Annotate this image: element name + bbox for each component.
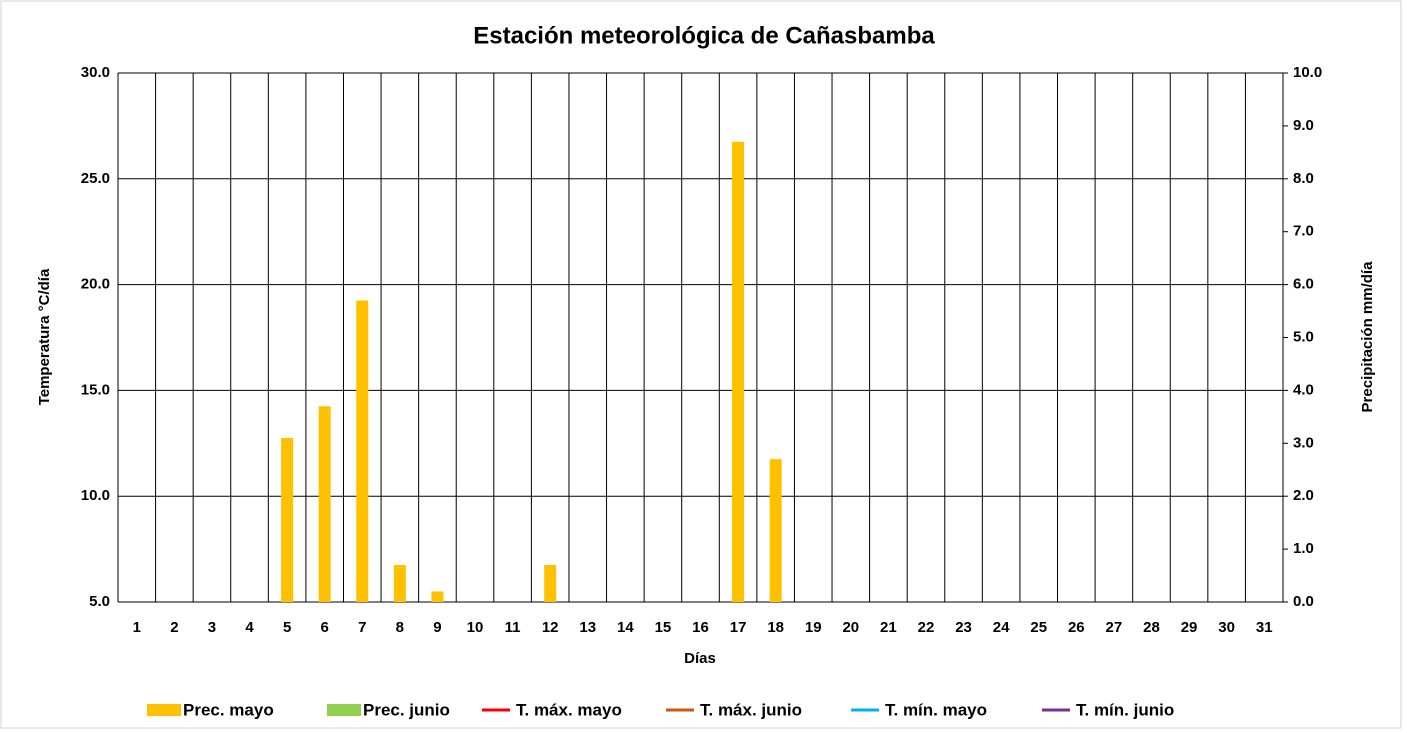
legend-label: Prec. junio (363, 700, 450, 719)
legend-swatch (147, 704, 181, 716)
bar (393, 564, 406, 602)
x-tick-label: 17 (730, 619, 747, 636)
x-tick-label: 13 (579, 619, 596, 636)
y2-tick-label: 7.0 (1293, 223, 1314, 240)
x-tick-label: 5 (283, 619, 291, 636)
x-tick-label: 2 (170, 619, 178, 636)
x-tick-label: 19 (805, 619, 822, 636)
x-tick-label: 27 (1106, 619, 1123, 636)
y2-tick-label: 6.0 (1293, 276, 1314, 293)
y2-tick-label: 0.0 (1293, 593, 1314, 610)
x-axis-label: Días (684, 650, 716, 667)
legend-label: T. máx. mayo (516, 700, 622, 719)
legend-swatch (327, 704, 361, 716)
y2-tick-label: 8.0 (1293, 170, 1314, 187)
y-tick-label: 25.0 (81, 170, 110, 187)
bar (281, 438, 294, 602)
x-tick-label: 3 (208, 619, 216, 636)
x-tick-label: 31 (1256, 619, 1273, 636)
legend-label: Prec. mayo (183, 700, 274, 719)
x-tick-label: 7 (358, 619, 366, 636)
x-tick-label: 23 (955, 619, 972, 636)
chart-title: Estación meteorológica de Cañasbamba (473, 22, 935, 49)
bar (318, 406, 331, 602)
x-tick-label: 26 (1068, 619, 1085, 636)
legend-label: T. mín. mayo (885, 700, 987, 719)
x-tick-label: 4 (245, 619, 254, 636)
x-tick-label: 10 (467, 619, 484, 636)
x-tick-label: 24 (993, 619, 1010, 636)
y2-tick-label: 3.0 (1293, 434, 1314, 451)
x-tick-label: 14 (617, 619, 634, 636)
y-tick-label: 20.0 (81, 276, 110, 293)
y-tick-label: 30.0 (81, 64, 110, 81)
legend-label: T. mín. junio (1076, 700, 1174, 719)
x-tick-label: 15 (655, 619, 672, 636)
bar (356, 300, 369, 602)
x-tick-label: 6 (321, 619, 329, 636)
x-tick-label: 8 (396, 619, 404, 636)
bar (544, 564, 557, 602)
y-tick-label: 5.0 (89, 593, 110, 610)
x-tick-label: 16 (692, 619, 709, 636)
y-tick-label: 10.0 (81, 487, 110, 504)
y2-tick-label: 10.0 (1293, 64, 1322, 81)
x-tick-label: 1 (133, 619, 141, 636)
y2-tick-label: 4.0 (1293, 381, 1314, 398)
x-tick-label: 25 (1030, 619, 1047, 636)
x-tick-label: 29 (1181, 619, 1198, 636)
x-tick-label: 21 (880, 619, 897, 636)
x-tick-label: 30 (1218, 619, 1235, 636)
y2-tick-label: 2.0 (1293, 487, 1314, 504)
y2-tick-label: 1.0 (1293, 540, 1314, 557)
y2-tick-label: 5.0 (1293, 328, 1314, 345)
y-tick-label: 15.0 (81, 381, 110, 398)
y2-tick-label: 9.0 (1293, 117, 1314, 134)
legend-label: T. máx. junio (700, 700, 802, 719)
bar (732, 141, 745, 602)
x-tick-label: 28 (1143, 619, 1160, 636)
x-tick-label: 9 (433, 619, 441, 636)
bar (769, 459, 782, 602)
x-tick-label: 20 (842, 619, 859, 636)
x-tick-label: 22 (918, 619, 935, 636)
x-tick-label: 11 (505, 619, 521, 636)
x-tick-label: 12 (542, 619, 559, 636)
x-tick-label: 18 (767, 619, 784, 636)
y2-axis-label: Precipitación mm/día (1359, 261, 1376, 413)
bar (431, 591, 444, 602)
y-axis-label: Temperatura °C/día (36, 268, 53, 405)
